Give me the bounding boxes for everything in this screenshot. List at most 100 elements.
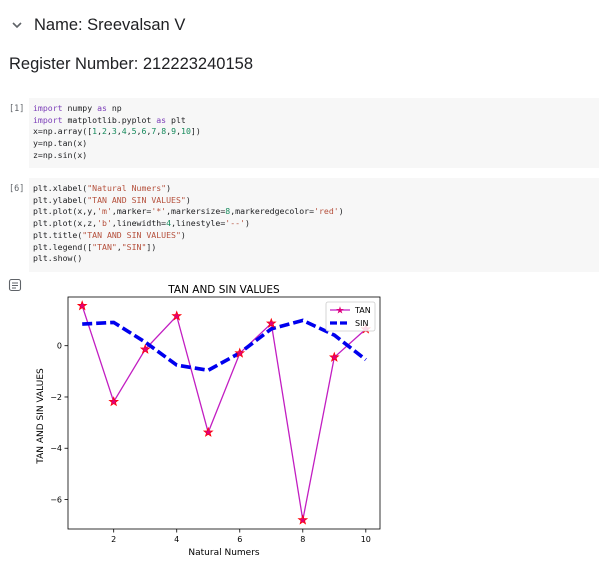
code-token: plt.legend([ <box>33 241 93 252</box>
x-axis-label: Natural Numers <box>188 548 259 558</box>
code-token: 7 <box>151 126 157 137</box>
cell-2-execution-count: [6] <box>9 184 25 194</box>
chart-title: TAN AND SIN VALUES <box>167 284 280 296</box>
code-token: as <box>156 114 167 125</box>
code-token: 4 <box>121 126 127 137</box>
code-token: 'red' <box>314 206 339 217</box>
code-token: 1 <box>92 126 98 137</box>
tan-point <box>202 426 214 437</box>
code-line: import matplotlib.pyplot as plt <box>33 115 201 127</box>
tan-point <box>108 396 120 407</box>
code-token: '--' <box>225 218 246 229</box>
code-token: plt.ylabel( <box>33 194 88 205</box>
tan-point <box>76 300 88 311</box>
code-token: 2 <box>102 126 107 137</box>
legend-sin-label: SIN <box>355 319 368 328</box>
code-line: plt.legend(["TAN","SIN"]) <box>33 242 344 254</box>
code-token: , <box>116 126 122 137</box>
code-token: '*' <box>151 206 167 217</box>
x-tick-label: 2 <box>111 535 116 544</box>
sin-series-line <box>82 318 367 373</box>
code-token: ,markeredgecolor= <box>230 206 315 217</box>
y-axis-label: TAN AND SIN VALUES <box>36 368 46 465</box>
cell-2-editor[interactable]: plt.xlabel("Natural Numers") plt.ylabel("… <box>29 178 599 272</box>
code-token: "TAN AND SIN VALUES" <box>82 229 181 240</box>
code-line: plt.plot(x,z,'b',linewidth=4,linestyle='… <box>33 218 344 230</box>
tan-point <box>328 351 340 362</box>
code-line: plt.show() <box>33 253 344 265</box>
code-token: , <box>166 126 172 137</box>
tan-point <box>139 343 151 354</box>
tan-series-line <box>81 305 367 521</box>
code-line: plt.ylabel("TAN AND SIN VALUES") <box>33 195 344 207</box>
code-token: 3 <box>111 126 117 137</box>
code-token: , <box>97 126 103 137</box>
code-token: plt.title( <box>33 229 83 240</box>
code-token: ,linewidth= <box>111 218 167 229</box>
code-line: x=np.array([1,2,3,4,5,6,7,8,9,10]) <box>33 126 201 138</box>
code-token: plt <box>166 114 186 125</box>
code-token: import <box>33 103 63 113</box>
x-tick-label: 4 <box>174 535 179 544</box>
code-token: ) <box>166 183 172 193</box>
code-token: 9 <box>171 126 177 137</box>
x-tick-label: 10 <box>361 535 371 544</box>
code-token: ) <box>245 218 250 229</box>
code-line: plt.title("TAN AND SIN VALUES") <box>33 230 344 242</box>
code-token: ) <box>338 206 344 217</box>
code-token: plt.show() <box>33 253 83 264</box>
cell-1-editor[interactable]: import numpy as np import matplotlib.pypl… <box>29 98 599 168</box>
code-token: , <box>156 126 162 137</box>
code-token: plt.xlabel( <box>33 183 88 193</box>
code-token: ) <box>180 229 186 240</box>
code-token: np <box>106 103 122 113</box>
code-cell-1[interactable]: [1] import numpy as np import matplotlib.… <box>0 98 599 168</box>
y-tick-label: −6 <box>50 496 62 505</box>
cell-2-code: plt.xlabel("Natural Numers") plt.ylabel("… <box>33 183 344 265</box>
name-heading: Name: Sreevalsan V <box>34 15 186 34</box>
code-token: "TAN" <box>92 241 117 252</box>
code-token: y=np.tan(x) <box>33 138 88 149</box>
code-line: z=np.sin(x) <box>33 150 201 162</box>
code-token: "SIN" <box>121 241 147 252</box>
legend: ★ TAN SIN <box>325 301 376 332</box>
y-tick-label: −4 <box>50 444 62 453</box>
output-toggle-icon[interactable] <box>8 278 22 292</box>
legend-tan-star: ★ <box>336 306 345 317</box>
code-token: 10 <box>181 126 191 137</box>
section-heading: Name: Sreevalsan V <box>8 12 185 38</box>
legend-box <box>325 301 376 332</box>
code-token: z=np.sin(x) <box>33 149 88 160</box>
code-token: ]) <box>146 241 157 252</box>
chevron-down-icon[interactable] <box>8 16 26 34</box>
code-token: plt.plot(x,y, <box>33 206 98 217</box>
code-token: 6 <box>141 126 147 137</box>
code-token: matplotlib.pyplot <box>62 114 157 125</box>
code-token: 4 <box>166 218 172 229</box>
code-token: 'm' <box>97 206 112 217</box>
tan-point <box>234 347 246 358</box>
code-line: import numpy as np <box>33 103 201 115</box>
cell-1-code: import numpy as np import matplotlib.pypl… <box>33 103 201 162</box>
code-token: ,linestyle= <box>171 218 226 229</box>
register-number-heading: Register Number: 212223240158 <box>9 55 253 73</box>
code-token: import <box>33 114 63 125</box>
x-tick-label: 6 <box>237 535 242 544</box>
code-cell-2[interactable]: [6] plt.xlabel("Natural Numers") plt.ylab… <box>0 178 599 272</box>
tan-point <box>265 317 277 328</box>
cell-1-execution-count: [1] <box>9 104 25 114</box>
tan-point <box>171 310 183 321</box>
legend-tan-label: TAN <box>354 306 371 315</box>
y-tick-label: 0 <box>57 342 62 351</box>
code-token: , <box>176 126 182 137</box>
code-token: ,markersize= <box>166 206 226 217</box>
tan-point <box>297 514 309 525</box>
code-token: as <box>97 103 107 113</box>
code-token: 'b' <box>97 218 112 229</box>
code-token: , <box>146 126 152 137</box>
code-token: ,marker= <box>111 206 152 217</box>
code-token: x=np.array([ <box>33 126 93 137</box>
code-token: "Natural Numers" <box>87 183 167 193</box>
x-tick-label: 8 <box>300 535 305 544</box>
